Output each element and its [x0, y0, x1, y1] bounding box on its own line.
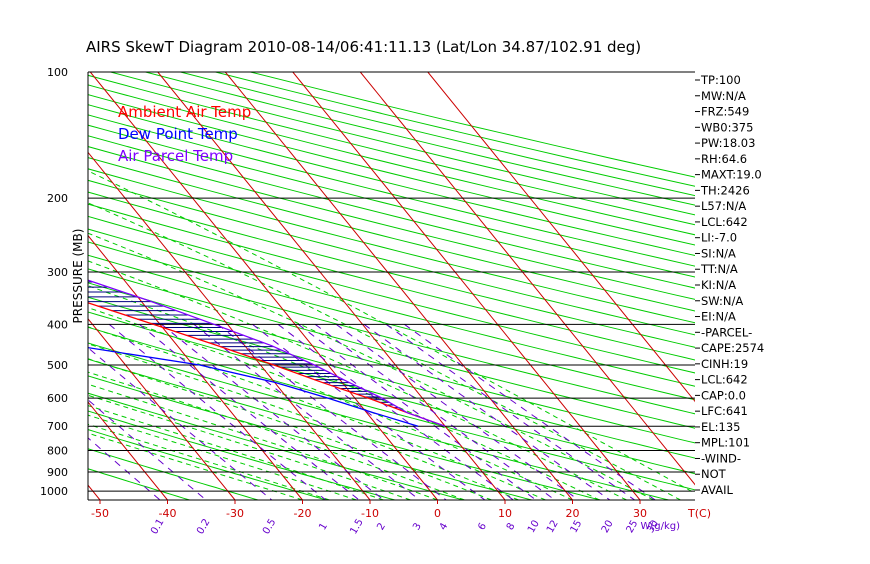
index-label: LCL:642: [701, 215, 748, 229]
pressure-tick-label: 1000: [40, 485, 68, 498]
bottom-temp-tick-label: 30: [633, 507, 647, 520]
mixing-ratio-label: 8: [505, 521, 518, 532]
mixing-ratio-label: 0.1: [149, 517, 166, 536]
bottom-temp-tick-label: 20: [566, 507, 580, 520]
isotherm: [0, 72, 33, 500]
pressure-tick-label: 400: [47, 318, 68, 331]
pressure-tick-label: 600: [47, 392, 68, 405]
bottom-temp-tick-label: 10: [498, 507, 512, 520]
bottom-temp-tick-label: -20: [294, 507, 312, 520]
y-axis-label: PRESSURE (MB): [71, 229, 85, 324]
moist-adiabat: [0, 146, 627, 500]
index-label: WB0:375: [701, 120, 753, 134]
mixing-ratio-line: [278, 324, 513, 500]
mixing-ratio-label: 25: [625, 518, 641, 535]
isotherm: [0, 72, 100, 500]
index-label: CINH:19: [701, 357, 748, 371]
mixing-ratio-label: 1: [317, 521, 330, 532]
pressure-tick-label: 500: [47, 359, 68, 372]
dry-adiabat: [0, 72, 737, 500]
mixing-ratio-line: [364, 324, 610, 500]
chart-title: AIRS SkewT Diagram 2010-08-14/06:41:11.1…: [86, 38, 641, 56]
mixing-ratio-label: 2: [375, 521, 388, 532]
index-label: TT:N/A: [700, 262, 738, 276]
bottom-temp-tick-label: 0: [434, 507, 441, 520]
mixing-ratio-line: [404, 324, 655, 500]
index-label: SI:N/A: [701, 246, 736, 260]
moist-adiabat: [0, 146, 303, 500]
pressure-tick-label: 800: [47, 445, 68, 458]
index-label: TP:100: [700, 73, 741, 87]
index-label: TH:2426: [700, 183, 750, 197]
bottom-temp-tick-label: -30: [226, 507, 244, 520]
index-label: LFC:641: [701, 404, 748, 418]
bottom-temp-tick-label: -10: [361, 507, 379, 520]
mixing-ratio-label: 0.2: [195, 517, 212, 536]
legend-entry: Dew Point Temp: [118, 125, 238, 143]
index-label: L57:N/A: [701, 199, 746, 213]
index-label: MW:N/A: [701, 89, 746, 103]
legend: Ambient Air Temp Dew Point Temp Air Parcel…: [118, 103, 251, 165]
legend-entry: Air Parcel Temp: [118, 147, 233, 165]
dry-adiabat: [146, 72, 870, 500]
bottom-temp-tick-label: -50: [91, 507, 109, 520]
index-label: -PARCEL-: [701, 325, 752, 339]
moist-adiabat: [35, 146, 708, 500]
mixing-ratio-label: 12: [545, 518, 561, 535]
index-label: FRZ:549: [701, 105, 749, 119]
index-label: MPL:101: [701, 436, 750, 450]
pressure-tick-label: 200: [47, 192, 68, 205]
index-label: RH:64.6: [701, 152, 747, 166]
mixing-ratio-label: 0.5: [261, 517, 278, 536]
index-label: -WIND-: [701, 451, 741, 465]
mixing-ratio-unit: W(g/kg): [640, 521, 680, 532]
bottom-temp-tick-label: -40: [159, 507, 177, 520]
index-label: SW:N/A: [701, 294, 743, 308]
legend-entry: Ambient Air Temp: [118, 103, 251, 121]
index-label: PW:18.03: [701, 136, 755, 150]
isotherm: [360, 72, 707, 500]
mixing-ratio-label: 15: [569, 519, 585, 536]
pressure-tick-label: 700: [47, 420, 68, 433]
pressure-tick-label: 900: [47, 466, 68, 479]
bottom-temp-unit: T(C): [687, 507, 711, 520]
moist-adiabat: [0, 146, 600, 500]
index-label: LCL:642: [701, 373, 748, 387]
mixing-ratio-label: 10: [526, 518, 542, 535]
pressure-tick-label: 100: [47, 66, 68, 79]
index-label: CAP:0.0: [701, 388, 746, 402]
index-label: CAPE:2574: [701, 341, 764, 355]
index-label: AVAIL: [701, 483, 734, 497]
index-label: MAXT:19.0: [701, 168, 762, 182]
mixing-ratio-label: 3: [411, 521, 424, 532]
index-label: KI:N/A: [701, 278, 736, 292]
index-label: EI:N/A: [701, 310, 736, 324]
index-label: LI:-7.0: [701, 231, 737, 245]
mixing-ratio-label: 6: [476, 521, 489, 532]
mixing-ratio-label: 4: [438, 521, 451, 532]
pressure-tick-label: 300: [47, 266, 68, 279]
index-label: EL:135: [701, 420, 741, 434]
index-label: NOT: [701, 467, 727, 481]
mixing-ratio-line: [0, 324, 160, 500]
mixing-ratio-label: 20: [600, 518, 616, 535]
